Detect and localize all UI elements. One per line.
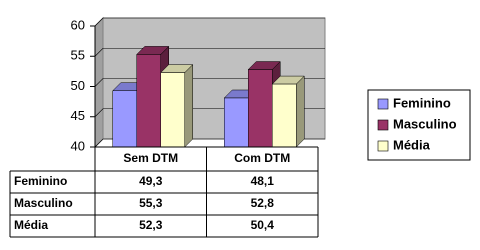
legend-label: Masculino [393, 116, 457, 131]
data-label: 50,4 [251, 218, 275, 232]
y-tick-label: 45 [71, 108, 85, 123]
y-tick-label: 50 [71, 78, 85, 93]
y-tick-label: 60 [71, 17, 85, 32]
data-label: 52,3 [139, 218, 163, 232]
category-label: Sem DTM [123, 151, 178, 165]
bar-side [184, 63, 193, 148]
y-tick-label: 55 [71, 48, 85, 63]
legend-swatch [377, 119, 389, 131]
legend-label: Média [393, 137, 431, 152]
data-label: 55,3 [139, 196, 163, 210]
y-tick-label: 40 [71, 138, 85, 153]
table-row-label: Masculino [14, 196, 73, 210]
data-label: 49,3 [139, 174, 163, 188]
bar [248, 69, 273, 148]
table-row-label: Média [14, 218, 48, 232]
bar-side [296, 75, 305, 148]
bar [272, 83, 297, 148]
legend-swatch [377, 140, 389, 152]
bar [136, 54, 161, 148]
legend-swatch [377, 98, 389, 110]
grid-line [94, 47, 325, 57]
legend-label: Feminino [393, 95, 451, 110]
data-label: 52,8 [251, 196, 275, 210]
bar [112, 90, 137, 148]
bar [224, 97, 249, 148]
data-label: 48,1 [251, 174, 275, 188]
category-label: Com DTM [234, 151, 290, 165]
table-row-label: Feminino [14, 174, 67, 188]
bar [160, 72, 185, 148]
grid-line [94, 17, 325, 27]
